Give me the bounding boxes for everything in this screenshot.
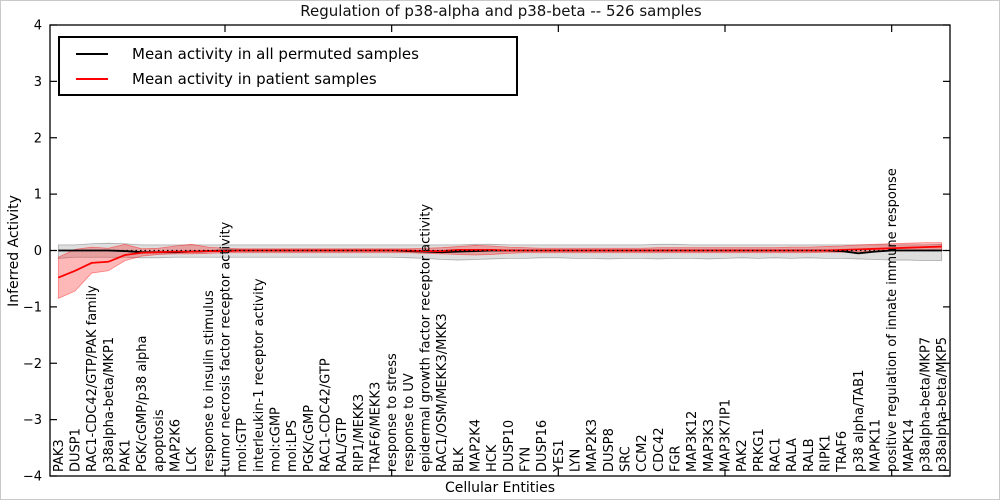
x-category-label: p38alpha-beta/MKP1 <box>102 337 117 472</box>
x-category-label: p38 alpha/TAB1 <box>852 370 867 472</box>
x-category-label: response to insulin stimulus <box>202 290 217 472</box>
x-category-label: interleukin-1 receptor activity <box>252 278 267 472</box>
x-category-label: MAP2K3 <box>585 419 600 472</box>
x-category-label: MAPK14 <box>902 419 917 472</box>
x-category-label: PGK/cGMP <box>302 405 317 472</box>
x-category-label: SRC <box>619 446 634 472</box>
x-category-label: RIPK1 <box>819 434 834 472</box>
y-tick-label: −4 <box>23 470 42 485</box>
y-tick-label: −1 <box>23 300 42 315</box>
x-category-label: PAK2 <box>735 439 750 472</box>
x-category-label: MAP2K6 <box>169 419 184 472</box>
legend-label: Mean activity in patient samples <box>132 69 377 88</box>
x-category-label: response to UV <box>402 373 417 472</box>
x-category-label: MAP3K3 <box>702 419 717 472</box>
x-category-label: PAK3 <box>52 439 67 472</box>
x-category-label: DUSP8 <box>602 428 617 472</box>
x-category-label: response to stress <box>385 353 400 472</box>
x-category-label: RALA <box>785 438 800 472</box>
x-category-label: DUSP1 <box>69 428 84 472</box>
y-tick-label: 2 <box>34 131 42 146</box>
x-category-label: epidermal growth factor receptor activit… <box>419 204 434 472</box>
legend-label: Mean activity in all permuted samples <box>132 44 419 63</box>
permuted-confidence-band <box>57 242 943 262</box>
x-category-label: p38alpha-beta/MKP7 <box>919 337 934 472</box>
x-category-label: TRAF6/MEKK3 <box>369 382 384 473</box>
x-category-label: RAC1/OSM/MEKK3/MKK3 <box>435 313 450 472</box>
legend-item-permuted: Mean activity in all permuted samples <box>76 42 516 66</box>
x-category-label: positive regulation of innate immune res… <box>885 168 900 472</box>
x-category-label: CDC42 <box>652 427 667 472</box>
y-tick-label: 1 <box>34 188 42 203</box>
y-tick-label: −3 <box>23 413 42 428</box>
x-category-label: PGK/cGMP/p38 alpha <box>135 336 150 472</box>
y-tick-label: 0 <box>34 244 42 259</box>
x-category-label: PAK1 <box>119 439 134 472</box>
x-category-label: FYN <box>519 447 534 472</box>
x-category-label: YES1 <box>552 439 567 473</box>
x-category-label: mol:GTP <box>235 418 250 472</box>
x-category-label: DUSP10 <box>502 420 517 472</box>
x-category-label: apoptosis <box>152 409 167 472</box>
x-category-label: TRAF6 <box>835 431 850 473</box>
x-category-label: LYN <box>569 449 584 472</box>
patient-line-swatch <box>76 77 108 80</box>
x-category-label: tumor necrosis factor receptor activity <box>219 221 234 472</box>
x-category-label: RAL/GTP <box>335 417 350 472</box>
x-category-label: mol:cGMP <box>269 407 284 472</box>
y-tick-label: 3 <box>34 75 42 90</box>
x-category-label: HCK <box>485 444 500 472</box>
y-tick-label: 4 <box>34 19 42 34</box>
x-category-label: MAP3K12 <box>685 411 700 472</box>
x-category-label: RAC1 <box>769 437 784 472</box>
legend-item-patient: Mean activity in patient samples <box>76 67 516 91</box>
chart-title: Regulation of p38-alpha and p38-beta -- … <box>300 2 702 20</box>
x-category-label: DUSP16 <box>535 420 550 472</box>
x-category-label: p38alpha-beta/MKP5 <box>935 337 950 472</box>
x-category-label: MAPK11 <box>869 419 884 472</box>
x-category-label: RAC1-CDC42/GTP/PAK family <box>85 285 100 472</box>
x-category-label: CCM2 <box>635 434 650 472</box>
x-category-label: RALB <box>802 438 817 472</box>
y-axis-label: Inferred Activity <box>6 195 22 307</box>
x-category-label: MAP2K4 <box>469 419 484 472</box>
y-tick-label: −2 <box>23 357 42 372</box>
permuted-line-swatch <box>76 52 108 55</box>
x-category-label: PRKG1 <box>752 428 767 472</box>
legend: Mean activity in all permuted samples Me… <box>58 36 518 96</box>
x-category-label: RAC1-CDC42/GTP <box>319 358 334 472</box>
x-category-label: MAP3K7IP1 <box>719 399 734 472</box>
x-category-label: FGR <box>669 445 684 472</box>
x-axis-label: Cellular Entities <box>444 480 556 496</box>
x-category-label: mol:LPS <box>285 420 300 472</box>
x-category-label: LCK <box>185 447 200 472</box>
x-category-label: BLK <box>452 447 467 472</box>
x-category-label: RIP1/MEKK3 <box>352 394 367 472</box>
